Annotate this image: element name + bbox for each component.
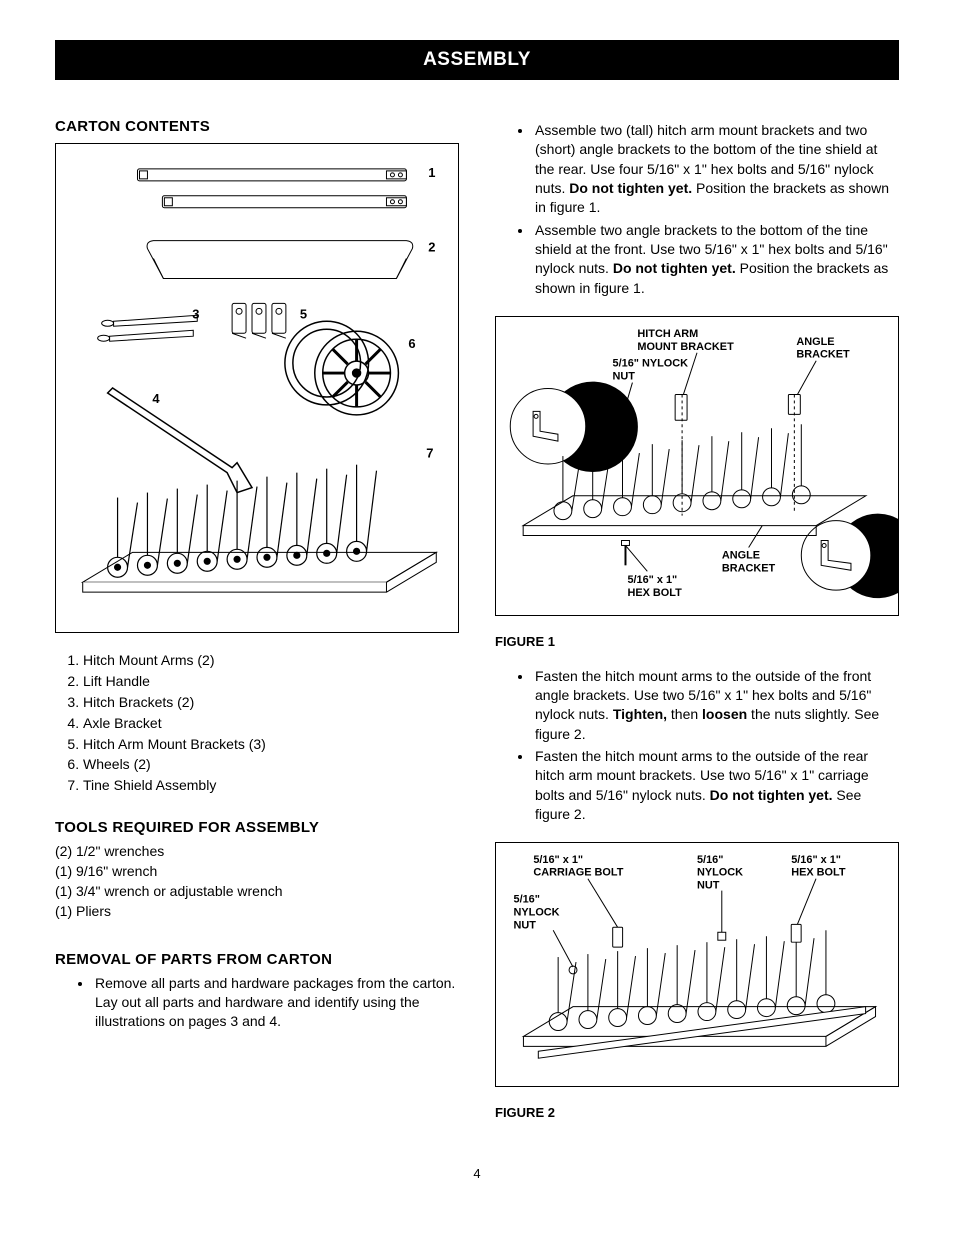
bold-text: Do not tighten yet. [613, 260, 736, 276]
tool-item: (2) 1/2" wrenches [55, 842, 459, 861]
part-number-6: 6 [408, 336, 415, 351]
page-number: 4 [55, 1166, 899, 1181]
bold-text: Do not tighten yet. [710, 787, 833, 803]
removal-title: REMOVAL OF PARTS FROM CARTON [55, 951, 459, 968]
label-nylock: 5/16" NYLOCK [613, 357, 689, 369]
section-header: ASSEMBLY [55, 40, 899, 80]
label-nylock-top-2: NYLOCK [697, 867, 743, 879]
two-column-layout: CARTON CONTENTS 1 [55, 118, 899, 1138]
part-number-5: 5 [300, 306, 307, 321]
label-carriage-2: CARRIAGE BOLT [533, 867, 623, 879]
label-angle-top: ANGLE [796, 336, 834, 348]
label-hex-2: HEX BOLT [627, 587, 682, 599]
part-number-4: 4 [152, 391, 160, 406]
part-item: Tine Shield Assembly [83, 776, 459, 795]
part-item: Hitch Brackets (2) [83, 693, 459, 712]
part-item: Hitch Mount Arms (2) [83, 651, 459, 670]
part-number-2: 2 [428, 240, 435, 255]
part-number-7: 7 [426, 446, 433, 461]
label-nylock-2: NUT [613, 370, 636, 382]
label-angle-top-2: BRACKET [796, 349, 850, 361]
carton-contents-figure: 1 2 3 [55, 143, 459, 633]
step-bullet: Assemble two (tall) hitch arm mount brac… [533, 121, 899, 218]
label-hex2-2: HEX BOLT [791, 867, 846, 879]
removal-bullet: Remove all parts and hardware packages f… [93, 974, 459, 1032]
label-angle-bot-2: BRACKET [722, 562, 776, 574]
step-bullet: Assemble two angle brackets to the botto… [533, 221, 899, 298]
right-column: Assemble two (tall) hitch arm mount brac… [495, 118, 899, 1138]
label-carriage: 5/16" x 1" [533, 854, 583, 866]
part-item: Lift Handle [83, 672, 459, 691]
carton-contents-title: CARTON CONTENTS [55, 118, 459, 135]
left-column: CARTON CONTENTS 1 [55, 118, 459, 1138]
step-bullet: Fasten the hitch mount arms to the outsi… [533, 747, 899, 824]
label-hitch-arm-2: MOUNT BRACKET [637, 341, 734, 353]
label-angle-bot: ANGLE [722, 549, 760, 561]
label-nylock-top: 5/16" [697, 854, 723, 866]
tools-list: (2) 1/2" wrenches (1) 9/16" wrench (1) 3… [55, 842, 459, 921]
bold-text: Do not tighten yet. [569, 180, 692, 196]
figure-2-svg: 5/16" x 1" CARRIAGE BOLT 5/16" NYLOCK NU… [496, 843, 898, 1086]
part-item: Axle Bracket [83, 714, 459, 733]
assembly-step-1: Assemble two (tall) hitch arm mount brac… [533, 121, 899, 298]
figure-1-svg: HITCH ARM MOUNT BRACKET ANGLE BRACKET 5/… [496, 317, 898, 615]
part-item: Hitch Arm Mount Brackets (3) [83, 735, 459, 754]
tool-item: (1) 3/4" wrench or adjustable wrench [55, 882, 459, 901]
figure-1-caption: FIGURE 1 [495, 634, 899, 649]
label-nylock-top-3: NUT [697, 880, 720, 892]
part-number-1: 1 [428, 165, 435, 180]
label-hitch-arm: HITCH ARM [637, 328, 698, 340]
label-nylock-left-2: NYLOCK [514, 907, 560, 919]
part-item: Wheels (2) [83, 755, 459, 774]
text: then [667, 706, 702, 722]
label-nylock-left: 5/16" [514, 894, 540, 906]
step-bullet: Fasten the hitch mount arms to the outsi… [533, 667, 899, 744]
label-nylock-left-3: NUT [514, 920, 537, 932]
figure-2-caption: FIGURE 2 [495, 1105, 899, 1120]
tools-title: TOOLS REQUIRED FOR ASSEMBLY [55, 819, 459, 836]
bold-text: loosen [702, 706, 747, 722]
carton-svg: 1 2 3 [56, 144, 458, 632]
bold-text: Tighten, [613, 706, 667, 722]
label-hex2: 5/16" x 1" [791, 854, 841, 866]
parts-list: Hitch Mount Arms (2) Lift Handle Hitch B… [83, 651, 459, 795]
removal-list: Remove all parts and hardware packages f… [93, 974, 459, 1032]
assembly-step-2: Fasten the hitch mount arms to the outsi… [533, 667, 899, 825]
figure-2: 5/16" x 1" CARRIAGE BOLT 5/16" NYLOCK NU… [495, 842, 899, 1087]
figure-1: HITCH ARM MOUNT BRACKET ANGLE BRACKET 5/… [495, 316, 899, 616]
tool-item: (1) 9/16" wrench [55, 862, 459, 881]
label-hex: 5/16" x 1" [627, 574, 677, 586]
part-number-3: 3 [192, 306, 199, 321]
tool-item: (1) Pliers [55, 902, 459, 921]
